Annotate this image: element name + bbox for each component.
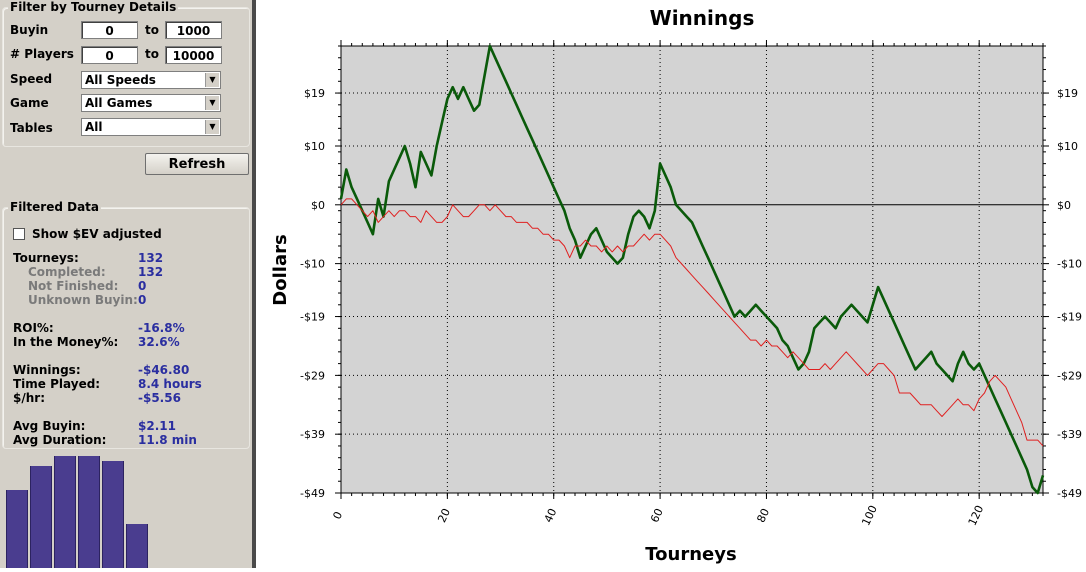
filtered-data-title: Filtered Data (8, 200, 102, 214)
filter-group-title: Filter by Tourney Details (8, 0, 179, 14)
players-max-input[interactable]: 10000 (165, 46, 222, 64)
stat-label: Not Finished: (28, 279, 119, 293)
stat-label: Winnings: (13, 363, 81, 377)
chevron-down-icon[interactable]: ▼ (205, 96, 219, 110)
x-tick-label: 80 (754, 506, 772, 524)
stat-label: ROI%: (13, 321, 54, 335)
stat-label: Avg Duration: (13, 433, 107, 447)
stat-value: 0 (138, 279, 147, 293)
stat-value: -$5.56 (138, 391, 181, 405)
stat-value: 8.4 hours (138, 377, 202, 391)
y-tick-label-right: $19 (1057, 87, 1078, 100)
x-tick-label: 40 (542, 506, 560, 524)
y-tick-label-right: $0 (1057, 199, 1071, 212)
y-tick-label: $19 (304, 87, 325, 100)
x-tick-label: 0 (330, 510, 345, 522)
y-tick-label: -$19 (300, 311, 325, 324)
stat-label: Unknown Buyin: (28, 293, 138, 307)
stat-label: In the Money%: (13, 335, 119, 349)
y-tick-label: -$49 (300, 487, 325, 500)
stat-value: 132 (138, 251, 164, 265)
players-label: # Players (10, 47, 74, 61)
filtered-data-group (2, 207, 250, 449)
y-tick-label: -$39 (300, 428, 325, 441)
tables-label: Tables (10, 121, 53, 135)
histogram-bar (102, 461, 124, 568)
stat-value: -16.8% (138, 321, 185, 335)
y-tick-label-right: -$29 (1057, 369, 1082, 382)
x-tick-label: 20 (435, 506, 453, 524)
plot-area (340, 45, 1044, 494)
buyin-to-label: to (145, 23, 159, 37)
tables-select[interactable]: All ▼ (81, 118, 221, 136)
y-axis-label: Dollars (270, 234, 291, 305)
stat-value: 132 (138, 265, 164, 279)
y-tick-label-right: -$19 (1057, 311, 1082, 324)
x-tick-label: 100 (859, 503, 880, 528)
ev-winnings-line (340, 198, 1044, 447)
histogram-bar (78, 456, 100, 568)
game-select[interactable]: All Games ▼ (81, 94, 221, 112)
stat-value: 11.8 min (138, 433, 197, 447)
x-axis-label: Tourneys (645, 544, 736, 565)
stat-label: Tourneys: (13, 251, 79, 265)
stat-value: 0 (138, 293, 147, 307)
y-tick-label-right: -$10 (1057, 258, 1082, 271)
y-tick-label: $0 (311, 199, 325, 212)
buyin-label: Buyin (10, 23, 49, 37)
buyin-max-input[interactable]: 1000 (165, 21, 222, 39)
players-to-label: to (145, 47, 159, 61)
stat-value: $2.11 (138, 419, 176, 433)
y-tick-label-right: -$49 (1057, 487, 1082, 500)
winnings-line (339, 44, 1045, 495)
chart-title: Winnings (650, 6, 755, 30)
game-label: Game (10, 96, 49, 110)
x-tick-label: 120 (966, 503, 987, 528)
y-tick-label: -$29 (300, 369, 325, 382)
players-min-input[interactable]: 0 (81, 46, 138, 64)
stat-value: -$46.80 (138, 363, 190, 377)
refresh-button[interactable]: Refresh (145, 153, 249, 175)
histogram-bar (6, 490, 28, 568)
winnings-chart: $19 $19 $10 $10 $0 $0 -$10 -$10 -$19 -$19 -$29 -$29… (256, 0, 1086, 568)
y-tick-label: $10 (304, 140, 325, 153)
tables-select-value: All (85, 120, 103, 134)
stat-label: $/hr: (13, 391, 45, 405)
x-tick-label: 60 (648, 506, 666, 524)
speed-select-value: All Speeds (85, 73, 156, 87)
chart-canvas: $19 $19 $10 $10 $0 $0 -$10 -$10 -$19 -$19 -$29 -$29… (270, 6, 1082, 565)
sidebar-panel: Filter by Tourney Details Buyin 0 to 100… (0, 0, 252, 568)
ev-adjusted-label: Show $EV adjusted (32, 227, 162, 241)
game-select-value: All Games (85, 96, 153, 110)
stat-label: Completed: (28, 265, 106, 279)
buyin-min-input[interactable]: 0 (81, 21, 138, 39)
histogram-bar (126, 524, 148, 568)
panel-divider[interactable] (252, 0, 256, 568)
y-tick-label-right: $10 (1057, 140, 1078, 153)
histogram (0, 450, 252, 568)
histogram-bar (54, 456, 76, 568)
ev-adjusted-checkbox[interactable] (13, 228, 25, 240)
chevron-down-icon[interactable]: ▼ (205, 120, 219, 134)
histogram-bar (30, 466, 52, 568)
speed-label: Speed (10, 72, 53, 86)
speed-select[interactable]: All Speeds ▼ (81, 71, 221, 89)
chevron-down-icon[interactable]: ▼ (205, 73, 219, 87)
y-tick-label-right: -$39 (1057, 428, 1082, 441)
stat-label: Avg Buyin: (13, 419, 86, 433)
y-tick-label: -$10 (300, 258, 325, 271)
stat-value: 32.6% (138, 335, 180, 349)
stat-label: Time Played: (13, 377, 101, 391)
